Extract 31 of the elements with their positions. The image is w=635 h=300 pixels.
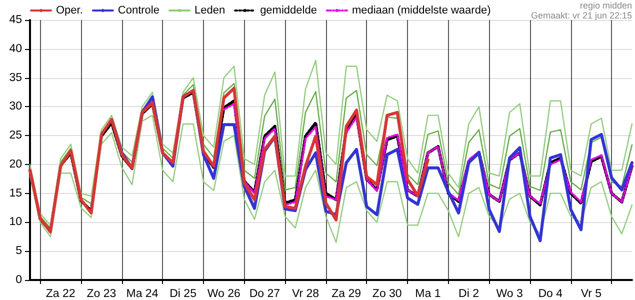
- y-tick-label: 0: [16, 274, 22, 286]
- legend-label: Oper.: [56, 4, 83, 16]
- legend-label: mediaan (middelste waarde): [352, 4, 491, 16]
- legend-label: gemiddelde: [260, 4, 317, 16]
- x-tick-label: Vr 28: [292, 288, 320, 300]
- y-tick-label: 15: [9, 187, 22, 200]
- x-tick-label: Ma 24: [126, 288, 159, 300]
- x-tick-label: Di 2: [458, 288, 479, 300]
- x-tick-label: Zo 23: [86, 288, 116, 300]
- text: regio midden: [580, 0, 632, 10]
- y-tick-label: 35: [9, 72, 22, 84]
- x-tick-label: Wo 26: [207, 288, 240, 300]
- y-tick-label: 20: [9, 158, 22, 170]
- legend-label: Controle: [118, 4, 160, 16]
- legend-label: Leden: [194, 4, 226, 16]
- x-tick-label: Do 27: [249, 288, 280, 300]
- y-tick-label: 45: [9, 14, 22, 26]
- x-tick-label: Wo 3: [496, 288, 523, 300]
- x-tick-label: Ma 1: [415, 288, 441, 300]
- y-tick-label: 25: [9, 130, 22, 142]
- y-tick-label: 5: [16, 245, 22, 258]
- annotation: Gemaakt: vr 21 jun 22:15: [530, 10, 632, 20]
- x-tick-label: Za 22: [46, 288, 76, 300]
- x-tick-label: Do 4: [538, 288, 564, 300]
- x-tick-label: Di 25: [170, 288, 196, 300]
- y-tick-label: 40: [9, 42, 22, 55]
- y-tick-label: 30: [9, 100, 22, 113]
- y-tick-label: 10: [9, 216, 22, 228]
- x-tick-label: Vr 5: [580, 288, 602, 300]
- x-tick-label: Zo 30: [372, 288, 402, 300]
- x-tick-label: Za 29: [332, 288, 362, 300]
